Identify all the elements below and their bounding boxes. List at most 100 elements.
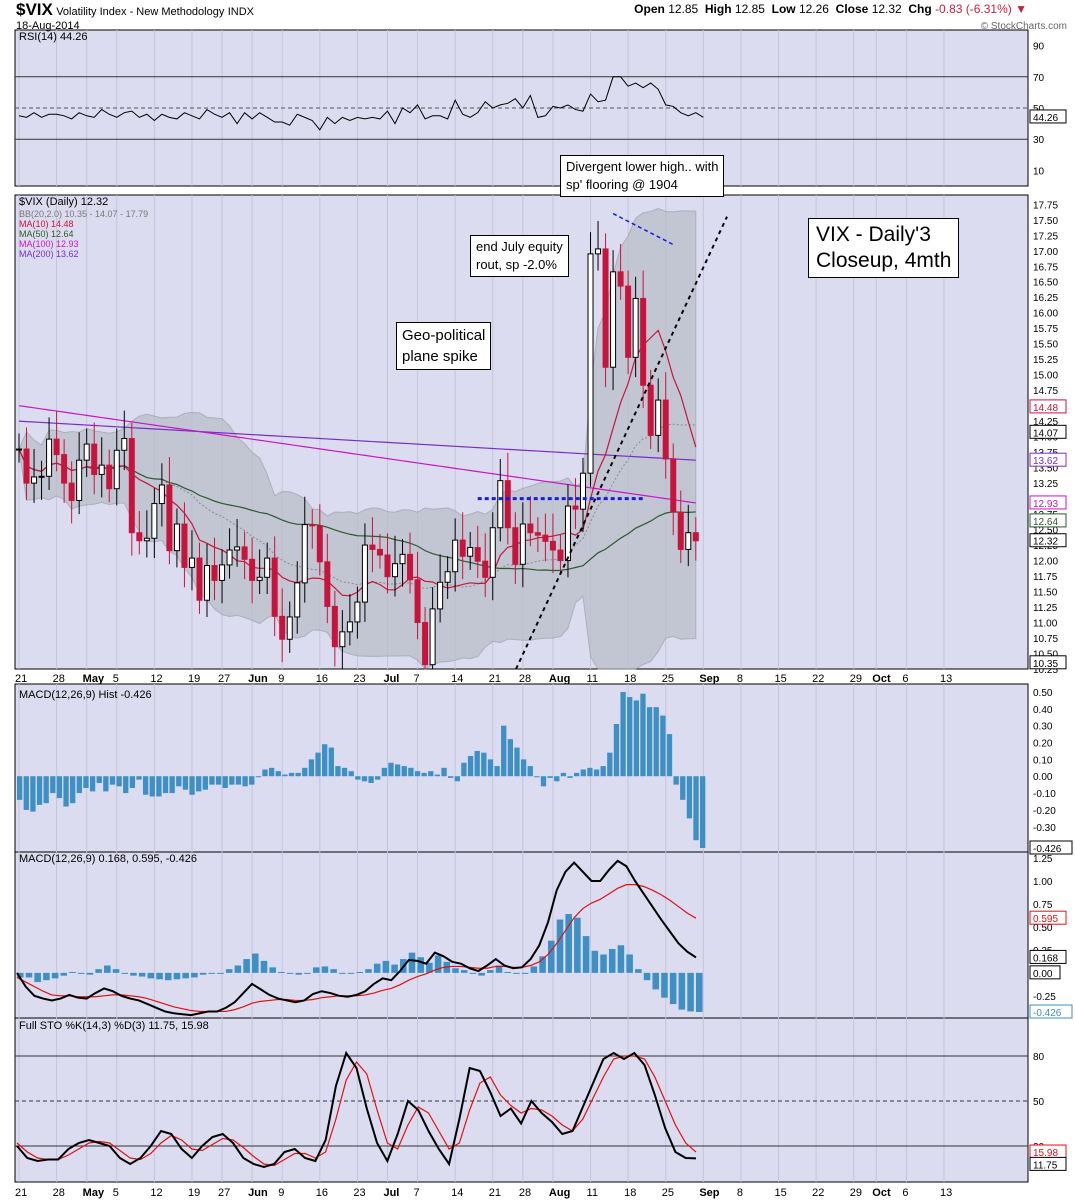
macd-panel-hist-bar bbox=[478, 972, 485, 976]
rsi-tick-label: 70 bbox=[1033, 73, 1045, 84]
macd-panel-hist-bar bbox=[556, 919, 564, 973]
macd-panel-hist-bar bbox=[339, 972, 346, 974]
candle-down bbox=[53, 438, 60, 456]
macd-hist-bar bbox=[673, 776, 679, 785]
macd-panel-hist-bar bbox=[539, 956, 546, 973]
macd-hist-bar bbox=[149, 776, 155, 797]
macd-hist-bar bbox=[308, 759, 315, 777]
candle-down bbox=[647, 384, 654, 436]
price-tick-label: 16.00 bbox=[1033, 309, 1058, 320]
bottom-x-label: 27 bbox=[218, 1187, 230, 1199]
macd-panel-hist-bar bbox=[25, 972, 33, 978]
macd-hist-bar bbox=[83, 776, 89, 789]
bottom-x-label: 13 bbox=[940, 1187, 952, 1199]
price-x-label: 25 bbox=[662, 673, 674, 685]
bottom-x-label: 15 bbox=[775, 1187, 787, 1199]
macd-hist-bar bbox=[514, 747, 520, 777]
hist-last-label: -0.426 bbox=[1033, 844, 1062, 855]
macd-hist-bar bbox=[434, 774, 441, 777]
macd-panel-hist-bar bbox=[678, 972, 686, 1010]
open-value: 12.85 bbox=[668, 2, 699, 16]
price-right-label: 12.32 bbox=[1033, 537, 1058, 548]
macd-right-label: 0.00 bbox=[1033, 969, 1053, 980]
chg-value: -0.83 (-6.31%) bbox=[935, 2, 1012, 16]
bottom-x-label: 8 bbox=[737, 1187, 743, 1199]
hist-tick-label: 0.30 bbox=[1033, 722, 1053, 733]
macd-hist-bar bbox=[653, 707, 659, 777]
macd-hist-bar bbox=[361, 776, 368, 782]
macd-right-label-box bbox=[1029, 1004, 1073, 1019]
price-x-label: 16 bbox=[316, 673, 328, 685]
macd-right-label: 0.595 bbox=[1033, 914, 1058, 925]
macd-hist-bar bbox=[182, 776, 189, 790]
bottom-x-label: 19 bbox=[188, 1187, 200, 1199]
macd-panel-hist-bar bbox=[504, 971, 512, 973]
price-x-label: May bbox=[83, 673, 105, 685]
price-right-label-box bbox=[1029, 452, 1067, 467]
candle-up bbox=[610, 271, 617, 368]
price-tick-label: 10.25 bbox=[1033, 665, 1058, 676]
price-x-label: 13 bbox=[940, 673, 952, 685]
macd-panel-hist-bar bbox=[191, 972, 198, 978]
candle-down bbox=[376, 548, 383, 556]
macd-panel-hist-bar bbox=[304, 972, 311, 974]
macd-panel-hist-bar bbox=[365, 969, 372, 973]
candle-down bbox=[23, 448, 30, 484]
down-arrow-icon: ▼ bbox=[1015, 2, 1027, 16]
macd-panel-hist-bar bbox=[652, 972, 660, 990]
candle-down bbox=[625, 285, 632, 358]
macd-hist-bar bbox=[235, 776, 242, 785]
candle-down bbox=[534, 532, 541, 536]
macd-hist-bar bbox=[288, 772, 295, 777]
macd-panel-hist-bar bbox=[452, 968, 459, 973]
macd-panel-hist-bar bbox=[243, 959, 250, 973]
macd-hist-bar bbox=[50, 776, 56, 794]
macd-hist-bar bbox=[76, 776, 82, 794]
price-right-label-box bbox=[1029, 533, 1067, 548]
price-x-label: 19 bbox=[188, 673, 200, 685]
hist-tick-label: 0.00 bbox=[1033, 772, 1053, 783]
macd-panel-hist-bar bbox=[626, 954, 633, 973]
macd-hist-bar bbox=[461, 762, 467, 777]
bottom-x-label: 7 bbox=[414, 1187, 420, 1199]
macd-panel-hist-bar bbox=[286, 972, 294, 974]
macd-hist-bar bbox=[17, 776, 23, 800]
candle-up bbox=[467, 547, 474, 557]
candle-up bbox=[519, 523, 526, 565]
candles bbox=[16, 221, 699, 669]
candle-up bbox=[632, 297, 639, 358]
price-legend-item: BB(20,2.0) 10.35 - 14.07 - 17.79 bbox=[19, 209, 148, 219]
macd-panel-hist-bar bbox=[69, 971, 76, 973]
macd-hist-bar bbox=[96, 776, 102, 783]
candle-down bbox=[407, 553, 414, 581]
low-label: Low bbox=[771, 2, 796, 16]
macd-hist-bar bbox=[249, 776, 255, 785]
macd-hist-bar bbox=[129, 776, 136, 789]
macd-hist-bar bbox=[56, 776, 63, 799]
annotation-july-line2: rout, sp -2.0% bbox=[476, 257, 557, 272]
hist-tick-label: -0.20 bbox=[1033, 806, 1056, 817]
price-tick-label: 11.50 bbox=[1033, 588, 1058, 599]
macd-hist-bar bbox=[89, 776, 96, 792]
macd-hist-bar bbox=[156, 776, 162, 797]
price-tick-label: 11.75 bbox=[1033, 572, 1058, 583]
candle-down bbox=[414, 579, 421, 624]
macd-tick-label: 0.50 bbox=[1033, 923, 1053, 934]
macd-hist-bar bbox=[109, 776, 116, 785]
macd-hist-bar bbox=[36, 776, 43, 805]
candle-up bbox=[294, 582, 301, 618]
close-value: 12.32 bbox=[871, 2, 902, 16]
macd-panel-hist-bar bbox=[121, 972, 128, 974]
price-legend-item: MA(50) 12.64 bbox=[19, 229, 74, 239]
annotation-divergent-line1: Divergent lower high.. with bbox=[566, 159, 719, 174]
macd-panel-hist-bar bbox=[574, 917, 581, 973]
price-x-label: Jun bbox=[248, 673, 268, 685]
chart-title: $VIX Volatility Index - New Methodology … bbox=[16, 0, 254, 20]
macd-hist-bar bbox=[169, 776, 175, 794]
candle-up bbox=[256, 576, 263, 581]
macd-hist-bar bbox=[660, 715, 666, 777]
macd-panel-hist-bar bbox=[43, 972, 50, 981]
macd-panel-hist-bar bbox=[51, 972, 59, 979]
chg-label: Chg bbox=[908, 2, 932, 16]
sto-k-label: 11.75 bbox=[1033, 1160, 1058, 1171]
